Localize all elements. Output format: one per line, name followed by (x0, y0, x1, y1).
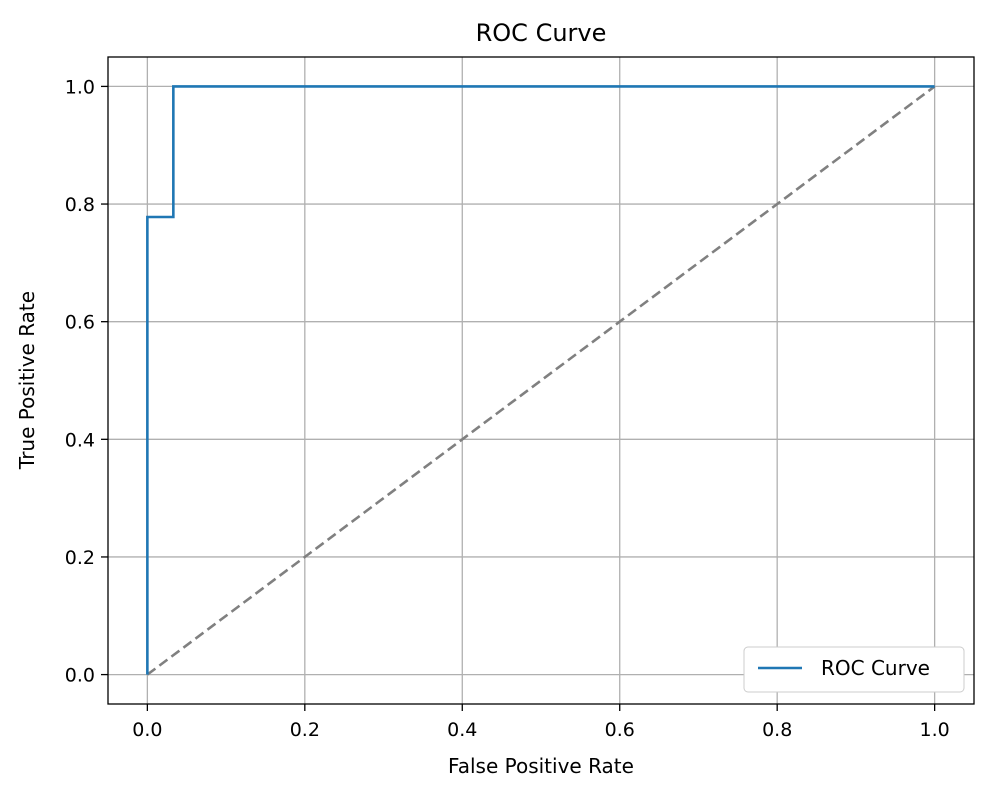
x-tick-label: 0.4 (447, 719, 477, 741)
y-tick-label: 0.8 (65, 194, 95, 216)
y-tick-label: 0.6 (65, 312, 95, 334)
y-tick-label: 0.4 (65, 429, 95, 451)
x-axis-label: False Positive Rate (448, 754, 634, 778)
y-axis-label: True Positive Rate (15, 291, 39, 470)
series-group (146, 85, 936, 676)
legend: ROC Curve (743, 646, 965, 693)
y-tick-label: 1.0 (65, 76, 95, 98)
y-tick-label: 0.2 (65, 547, 95, 569)
legend-label-roc-curve: ROC Curve (821, 656, 930, 680)
x-tick-label: 0.0 (132, 719, 162, 741)
y-tick-label: 0.0 (65, 665, 95, 687)
series-line-roc-curve (146, 85, 935, 675)
legend-box (743, 646, 965, 693)
x-tick-label: 0.6 (605, 719, 635, 741)
plot-frame (107, 56, 975, 705)
x-tick-label: 0.2 (290, 719, 320, 741)
x-tick-label: 0.8 (762, 719, 792, 741)
series-line-diagonal (146, 85, 936, 676)
chart-title: ROC Curve (476, 19, 607, 47)
ticks: 0.0 0.2 0.4 0.6 0.8 1.0 0.0 0.2 0.4 0.6 0.8 1.0 (65, 76, 950, 741)
x-tick-label: 1.0 (920, 719, 950, 741)
